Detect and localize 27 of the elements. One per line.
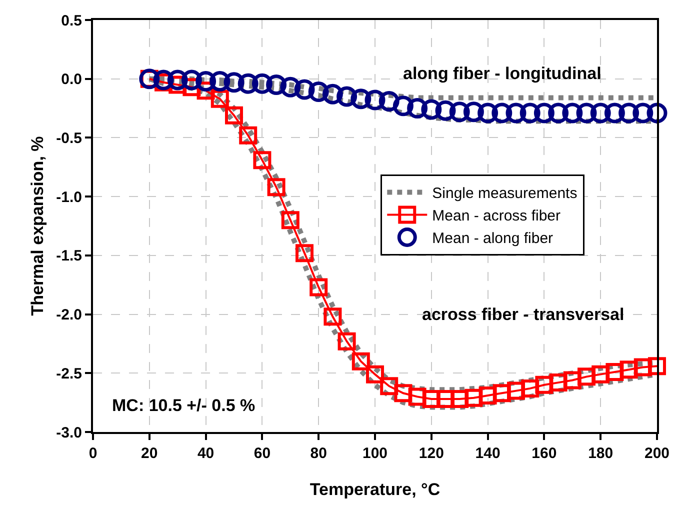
x-tick-label: 20: [141, 445, 158, 462]
x-tick-label: 140: [475, 445, 500, 462]
legend-label: Mean - along fiber: [432, 230, 554, 248]
x-axis-title: Temperature, °C: [310, 480, 440, 499]
y-axis-title: Thermal expansion, %: [28, 136, 48, 316]
y-tick-label: 0.0: [61, 71, 82, 88]
x-tick-label: 60: [254, 445, 271, 462]
annotation: across fiber - transversal: [422, 305, 624, 324]
legend-label: Single measurements: [432, 185, 578, 202]
x-tick-label: 40: [197, 445, 214, 462]
annotation: MC: 10.5 +/- 0.5 %: [112, 396, 256, 415]
y-tick-label: -2.0: [56, 306, 82, 324]
x-tick-label: 80: [310, 445, 327, 462]
y-tick-label: -0.5: [56, 130, 82, 147]
y-tick-label: -2.5: [56, 365, 82, 382]
x-tick-label: 160: [532, 445, 557, 462]
y-tick-label: -1.5: [56, 248, 82, 265]
annotation: along fiber - longitudinal: [403, 64, 602, 83]
legend-label: Mean - across fiber: [432, 208, 561, 225]
x-tick-label: 200: [644, 445, 670, 462]
x-tick-label: 120: [418, 445, 444, 462]
y-tick-label: 0.5: [61, 12, 82, 30]
x-tick-label: 0: [88, 445, 98, 462]
y-tick-label: -1.0: [56, 188, 82, 206]
x-tick-label: 100: [362, 445, 388, 462]
y-tick-label: -3.0: [56, 424, 82, 442]
x-tick-label: 180: [588, 445, 614, 462]
